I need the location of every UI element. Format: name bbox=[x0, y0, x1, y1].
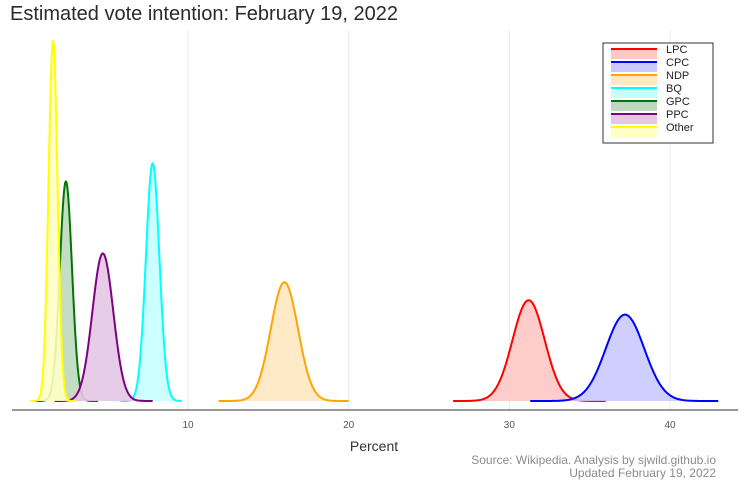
caption-updated: Updated February 19, 2022 bbox=[569, 466, 716, 480]
x-tick-label-20: 20 bbox=[343, 420, 355, 431]
area-fill-bq bbox=[120, 163, 182, 401]
x-tick-label-30: 30 bbox=[504, 420, 516, 431]
area-fill-ppc bbox=[54, 253, 153, 401]
density-line-cpc bbox=[530, 313, 719, 402]
grid-lines bbox=[187, 30, 671, 410]
x-tick-labels: 10 20 30 40 bbox=[182, 420, 676, 431]
legend-label-cpc: CPC bbox=[666, 57, 689, 69]
area-fill-lpc bbox=[453, 300, 606, 401]
caption-source: Source: Wikipedia. Analysis by sjwild.gi… bbox=[471, 453, 716, 467]
density-line-ppc bbox=[54, 252, 154, 402]
x-tick-label-40: 40 bbox=[664, 420, 676, 431]
legend-swatch-lpc bbox=[611, 49, 657, 59]
x-tick-label-10: 10 bbox=[182, 420, 194, 431]
legend-label-lpc: LPC bbox=[666, 44, 687, 56]
area-fill-ndp bbox=[218, 282, 349, 401]
density-line-other bbox=[29, 40, 77, 402]
legend-swatch-bq bbox=[611, 88, 657, 98]
legend-label-gpc: GPC bbox=[666, 96, 690, 108]
chart-title: Estimated vote intention: February 19, 2… bbox=[10, 3, 398, 25]
legend-label-other: Other bbox=[666, 122, 694, 134]
area-fill-other bbox=[30, 41, 76, 401]
legend-swatch-ndp bbox=[611, 75, 657, 85]
legend-label-ppc: PPC bbox=[666, 109, 689, 121]
legend-label-ndp: NDP bbox=[666, 70, 689, 82]
area-fill-gpc bbox=[35, 181, 99, 401]
density-line-ndp bbox=[218, 281, 349, 402]
legend-swatch-gpc bbox=[611, 101, 657, 111]
legend-swatch-other bbox=[611, 127, 657, 137]
x-axis-label: Percent bbox=[350, 438, 398, 454]
legend-label-bq: BQ bbox=[666, 83, 682, 95]
area-fill-cpc bbox=[530, 314, 719, 401]
legend-swatch-cpc bbox=[611, 62, 657, 72]
legend-swatch-ppc bbox=[611, 114, 657, 124]
density-areas bbox=[29, 40, 719, 402]
